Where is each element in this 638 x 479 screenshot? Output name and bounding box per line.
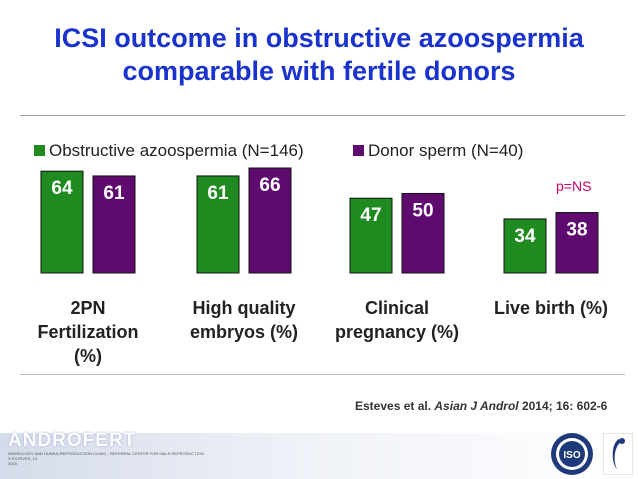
category-label: Live birth (%)	[494, 298, 608, 318]
category-label: (%)	[74, 346, 102, 366]
category-label: 2PN	[70, 298, 105, 318]
p-value-annotation: p=NS	[556, 178, 591, 194]
category-label: embryos (%)	[190, 322, 298, 342]
slide-title-line1: ICSI outcome in obstructive azoospermia	[54, 23, 584, 53]
citation-journal: Asian J Androl	[434, 399, 519, 413]
citation: Esteves et al. Asian J Androl 2014; 16: …	[355, 399, 607, 413]
slide-title: ICSI outcome in obstructive azoospermia …	[0, 22, 638, 88]
legend-swatch	[34, 145, 45, 156]
category-label: Fertilization	[37, 322, 138, 342]
data-label: 64	[51, 178, 73, 199]
data-label: 61	[103, 183, 125, 204]
citation-details: 2014; 16: 602-6	[518, 399, 608, 413]
chart-area: Obstructive azoospermia (N=146) Donor spe…	[20, 115, 625, 375]
slide-title-line2: comparable with fertile donors	[122, 56, 516, 86]
footer-text: ANDROLOGY AND HUMAN REPRODUCTION CLINIC …	[8, 451, 308, 466]
brand-logo-text: ANDROFERT	[8, 430, 137, 451]
footer-band	[0, 433, 638, 479]
bar-chart: Obstructive azoospermia (N=146) Donor spe…	[34, 141, 608, 366]
bar	[40, 170, 84, 274]
legend-label: Donor sperm (N=40)	[368, 141, 523, 160]
bar	[349, 197, 393, 274]
bar	[196, 175, 240, 274]
data-label: 47	[360, 205, 381, 226]
legend-swatch	[353, 145, 364, 156]
category-label: High quality	[193, 298, 296, 318]
footer-line-1: ANDROLOGY AND HUMAN REPRODUCTION CLINIC …	[8, 451, 204, 456]
bar	[555, 212, 599, 274]
footer-line-3: 2015	[8, 461, 17, 466]
data-label: 34	[514, 226, 536, 247]
bar	[248, 167, 292, 274]
bar	[92, 175, 136, 274]
category-label: pregnancy (%)	[335, 322, 459, 342]
clinic-emblem-icon	[603, 433, 633, 475]
footer-line-2: S ESTEVES, 13	[8, 456, 37, 461]
data-label: 38	[566, 220, 587, 241]
data-label: 50	[412, 200, 433, 221]
bar	[503, 218, 547, 274]
data-label: 66	[259, 175, 280, 196]
bar	[401, 192, 445, 274]
iso-seal-icon: ISO	[551, 433, 593, 475]
data-label: 61	[207, 183, 229, 204]
iso-seal-text: ISO	[563, 450, 580, 461]
category-label: Clinical	[365, 298, 429, 318]
citation-authors: Esteves et al.	[355, 399, 435, 413]
legend-label: Obstructive azoospermia (N=146)	[49, 141, 304, 160]
